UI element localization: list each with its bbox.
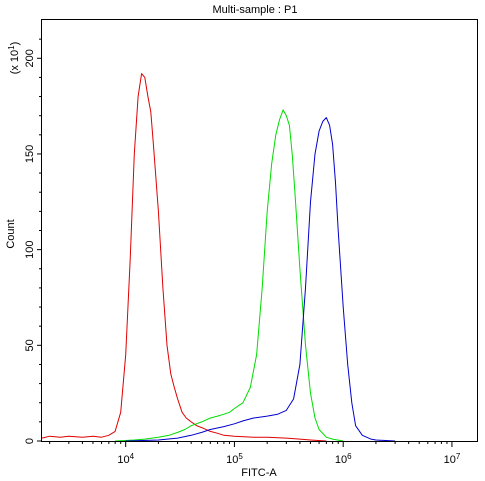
- y-tick-label: 150: [24, 145, 36, 163]
- x-tick-label: 107: [444, 452, 461, 467]
- y-tick-label: 100: [24, 240, 36, 258]
- chart-title: Multi-sample : P1: [213, 4, 298, 16]
- x-tick-label: 106: [335, 452, 352, 467]
- y-multiplier: (x 101): [7, 42, 22, 75]
- x-axis: 104 105 106 107: [49, 441, 461, 467]
- y-tick-label: 0: [24, 438, 36, 444]
- series-line-2: [125, 117, 396, 442]
- y-tick-label: 50: [24, 339, 36, 351]
- series-layer: [41, 73, 396, 442]
- series-line-1: [115, 109, 344, 442]
- y-axis-title: Count: [5, 219, 17, 248]
- x-tick-label: 104: [117, 452, 134, 467]
- plot-frame: [41, 19, 478, 442]
- y-axis: 0 50 100 150 200: [24, 38, 42, 444]
- x-tick-label: 105: [226, 452, 243, 467]
- series-line-0: [41, 73, 327, 442]
- x-axis-title: FITC-A: [241, 467, 277, 479]
- y-tick-label: 200: [24, 49, 36, 67]
